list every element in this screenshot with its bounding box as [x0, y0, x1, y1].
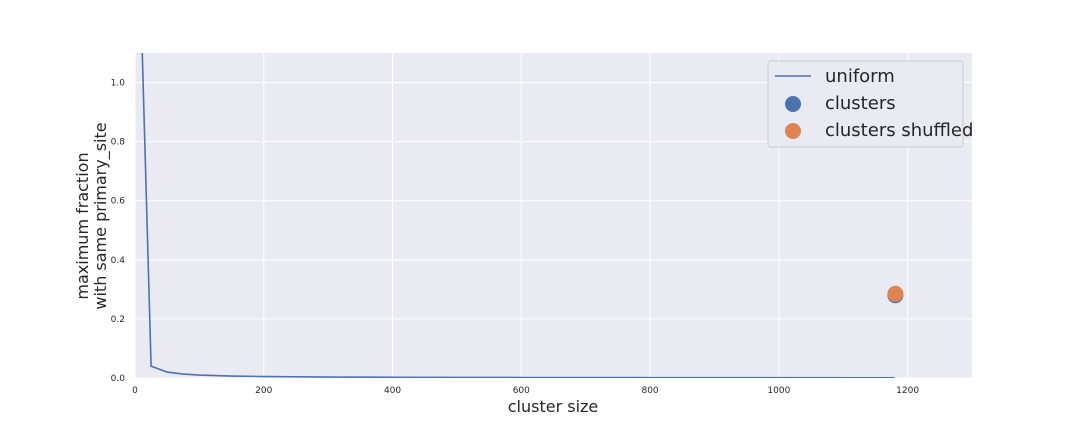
y-tick-label: 0.6 — [111, 197, 126, 207]
y-tick-label: 1.0 — [111, 79, 126, 89]
x-tick-label: 0 — [132, 386, 138, 396]
legend: uniform clusters clusters shuffled — [767, 60, 973, 148]
legend-marker-clusters-icon — [785, 96, 801, 112]
legend-label-clusters: clusters — [825, 93, 896, 114]
y-tick-label: 0.0 — [111, 374, 126, 384]
legend-label-clusters-shuffled: clusters shuffled — [825, 120, 973, 141]
y-tick-label: 0.2 — [111, 315, 125, 325]
x-tick-label: 1000 — [767, 386, 790, 396]
y-axis-ticks: 0.0 0.2 0.4 0.6 0.8 1.0 — [111, 79, 126, 384]
y-axis-label: maximum fraction — [73, 152, 92, 299]
y-axis-label-2: with same primary_site — [91, 122, 111, 309]
legend-label-uniform: uniform — [825, 66, 895, 87]
legend-box — [767, 60, 964, 148]
series-layer — [141, 53, 904, 378]
y-tick-label: 0.4 — [111, 256, 126, 266]
y-tick-label: 0.8 — [111, 138, 126, 148]
y-axis-label-line-1: maximum fraction — [73, 152, 92, 299]
x-tick-label: 1200 — [896, 386, 919, 396]
x-tick-label: 800 — [641, 386, 658, 396]
series-line-uniform — [141, 53, 895, 378]
x-tick-label: 200 — [255, 386, 272, 396]
x-axis-label: cluster size — [508, 397, 599, 416]
x-axis-ticks: 0 200 400 600 800 1000 1200 — [132, 386, 919, 396]
x-tick-label: 600 — [513, 386, 530, 396]
legend-marker-clusters-shuffled-icon — [785, 123, 801, 139]
point-clusters-shuffled — [887, 285, 904, 302]
x-tick-label: 400 — [384, 386, 401, 396]
y-axis-label-line-2: with same primary_site — [91, 122, 111, 309]
